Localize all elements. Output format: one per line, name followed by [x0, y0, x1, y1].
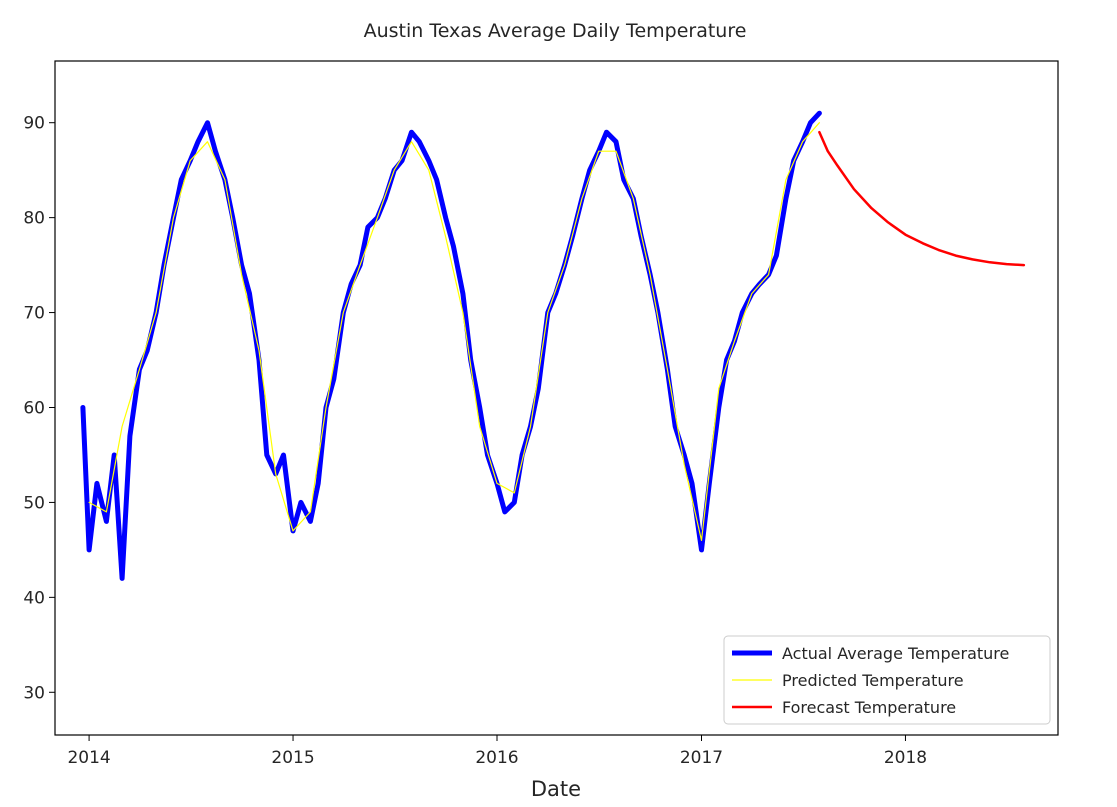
y-tick-label: 50: [23, 493, 45, 513]
x-tick-label: 2015: [271, 748, 314, 768]
legend-label-forecast: Forecast Temperature: [782, 698, 956, 717]
y-tick-label: 60: [23, 398, 45, 418]
series-line-actual: [80, 110, 822, 581]
y-tick-label: 70: [23, 304, 45, 324]
x-tick-label: 2017: [680, 748, 723, 768]
series-layer: [80, 110, 1026, 581]
y-tick-label: 90: [23, 114, 45, 134]
chart-title: Austin Texas Average Daily Temperature: [364, 20, 747, 42]
y-tick-label: 30: [23, 683, 45, 703]
legend-label-actual: Actual Average Temperature: [782, 644, 1009, 663]
x-tick-label: 2018: [884, 748, 927, 768]
series-line-predicted: [88, 122, 821, 542]
legend: Actual Average Temperature Predicted Tem…: [723, 635, 1051, 725]
plot-frame: [54, 60, 1059, 736]
series-line-forecast: [818, 130, 1026, 267]
x-axis-title: Date: [531, 777, 581, 801]
x-tick-label: 2014: [67, 748, 110, 768]
y-axis-ticks: 30 40 50 60 70 80 90: [23, 114, 55, 703]
x-tick-label: 2016: [475, 748, 518, 768]
y-tick-label: 40: [23, 588, 45, 608]
x-axis-ticks: 2014 2015 2016 2017 2018: [67, 735, 927, 768]
y-tick-label: 80: [23, 209, 45, 229]
legend-frame: [723, 635, 1051, 725]
legend-label-predicted: Predicted Temperature: [782, 671, 964, 690]
